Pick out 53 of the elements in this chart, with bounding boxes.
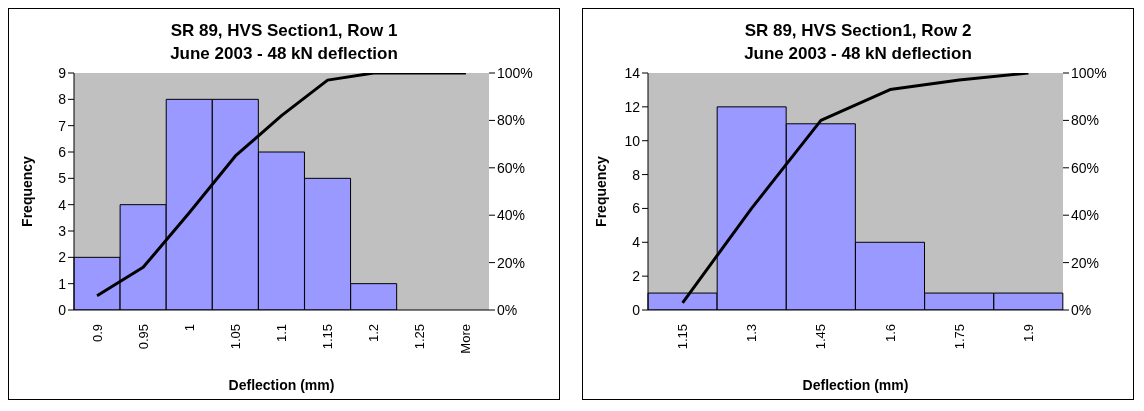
x-tick-label: 1 [181,324,197,332]
x-tick-label: 0.9 [89,324,105,343]
x-tick-label: 1.75 [951,324,967,350]
chart-subtitle: June 2003 - 48 kN deflection [743,43,973,65]
y-tick-label: 8 [632,166,641,183]
y-tick-label: 0 [58,301,67,318]
y-tick-label: 5 [58,170,67,187]
x-tick-label: 1.9 [1020,324,1036,343]
x-tick-label: 1.15 [675,324,691,350]
y-tick-label: 2 [632,268,641,285]
y-tick-label: 14 [624,64,641,81]
x-tick-label: 1.1 [274,324,289,343]
y2-tick-label: 40% [1071,207,1100,224]
chart-title: SR 89, HVS Section1, Row 1 [169,20,399,42]
y-tick-label: 9 [58,64,67,81]
y2-tick-label: 40% [497,207,526,224]
y-tick-label: 3 [58,222,67,239]
y2-tick-label: 100% [497,64,533,81]
y-tick-label: 1 [58,275,67,292]
x-axis-title: Deflection (mm) [802,377,909,393]
x-tick-label: 1.15 [320,324,336,350]
y-tick-label: 0 [632,301,641,318]
y-tick-label: 6 [632,200,641,217]
y-tick-label: 10 [624,132,641,149]
y-tick-label: 7 [58,117,67,134]
x-tick-label: 1.05 [227,324,243,350]
y2-tick-label: 80% [1071,112,1100,129]
y2-tick-label: 100% [1071,64,1107,81]
y-axis-title: Frequency [18,155,35,227]
chart-subtitle: June 2003 - 48 kN deflection [169,43,399,65]
y-tick-label: 4 [58,196,67,213]
y2-tick-label: 0% [497,301,518,318]
y-tick-label: 4 [632,234,641,251]
y2-tick-label: 20% [1071,254,1100,271]
y-tick-label: 6 [58,143,67,160]
x-tick-label: 0.95 [135,324,151,350]
x-tick-label: 1.25 [412,324,428,350]
y2-tick-label: 60% [1071,159,1100,176]
x-tick-label: 1.2 [366,324,382,343]
x-tick-label: 1.3 [744,324,760,343]
x-tick-label: 1.45 [813,324,829,350]
y2-tick-label: 0% [1071,301,1092,318]
y-tick-label: 8 [58,91,67,108]
y-axis-title: Frequency [592,155,609,227]
y2-tick-label: 20% [497,254,526,271]
y2-tick-label: 80% [497,112,526,129]
chart-title: SR 89, HVS Section1, Row 2 [743,20,973,42]
x-tick-label: More [458,324,474,354]
y2-tick-label: 60% [497,159,526,176]
y-tick-label: 12 [624,98,641,115]
x-axis-title: Deflection (mm) [228,377,335,393]
y-tick-label: 2 [58,249,67,266]
x-tick-label: 1.6 [882,324,898,343]
